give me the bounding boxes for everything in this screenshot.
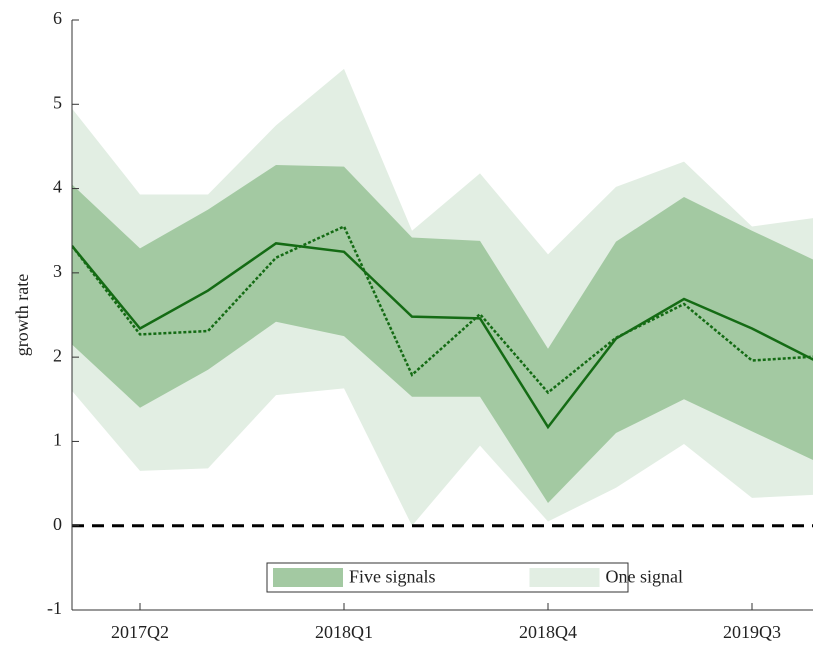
plot-area [72, 68, 813, 528]
legend-label: Five signals [349, 567, 436, 587]
x-tick-label: 2017Q2 [111, 622, 169, 642]
x-tick-label: 2018Q1 [315, 622, 373, 642]
y-tick-label: -1 [47, 598, 62, 618]
y-tick-label: 3 [53, 261, 62, 281]
legend-swatch [529, 568, 600, 587]
legend-label: One signal [606, 567, 683, 587]
y-axis-label: growth rate [12, 274, 32, 356]
legend: Five signals One signal [266, 562, 683, 593]
band [72, 164, 813, 503]
y-tick-label: 2 [53, 345, 62, 365]
x-tick-label: 2019Q3 [723, 622, 781, 642]
y-tick-label: 5 [53, 92, 62, 112]
line [72, 224, 813, 395]
y-tick-label: 6 [53, 8, 62, 28]
y-tick-label: 4 [53, 177, 62, 197]
y-tick-label: 0 [53, 514, 62, 534]
line [72, 242, 813, 430]
x-tick-label: 2018Q4 [519, 622, 577, 642]
legend-swatch [273, 568, 343, 587]
y-tick-label: 1 [53, 430, 62, 450]
